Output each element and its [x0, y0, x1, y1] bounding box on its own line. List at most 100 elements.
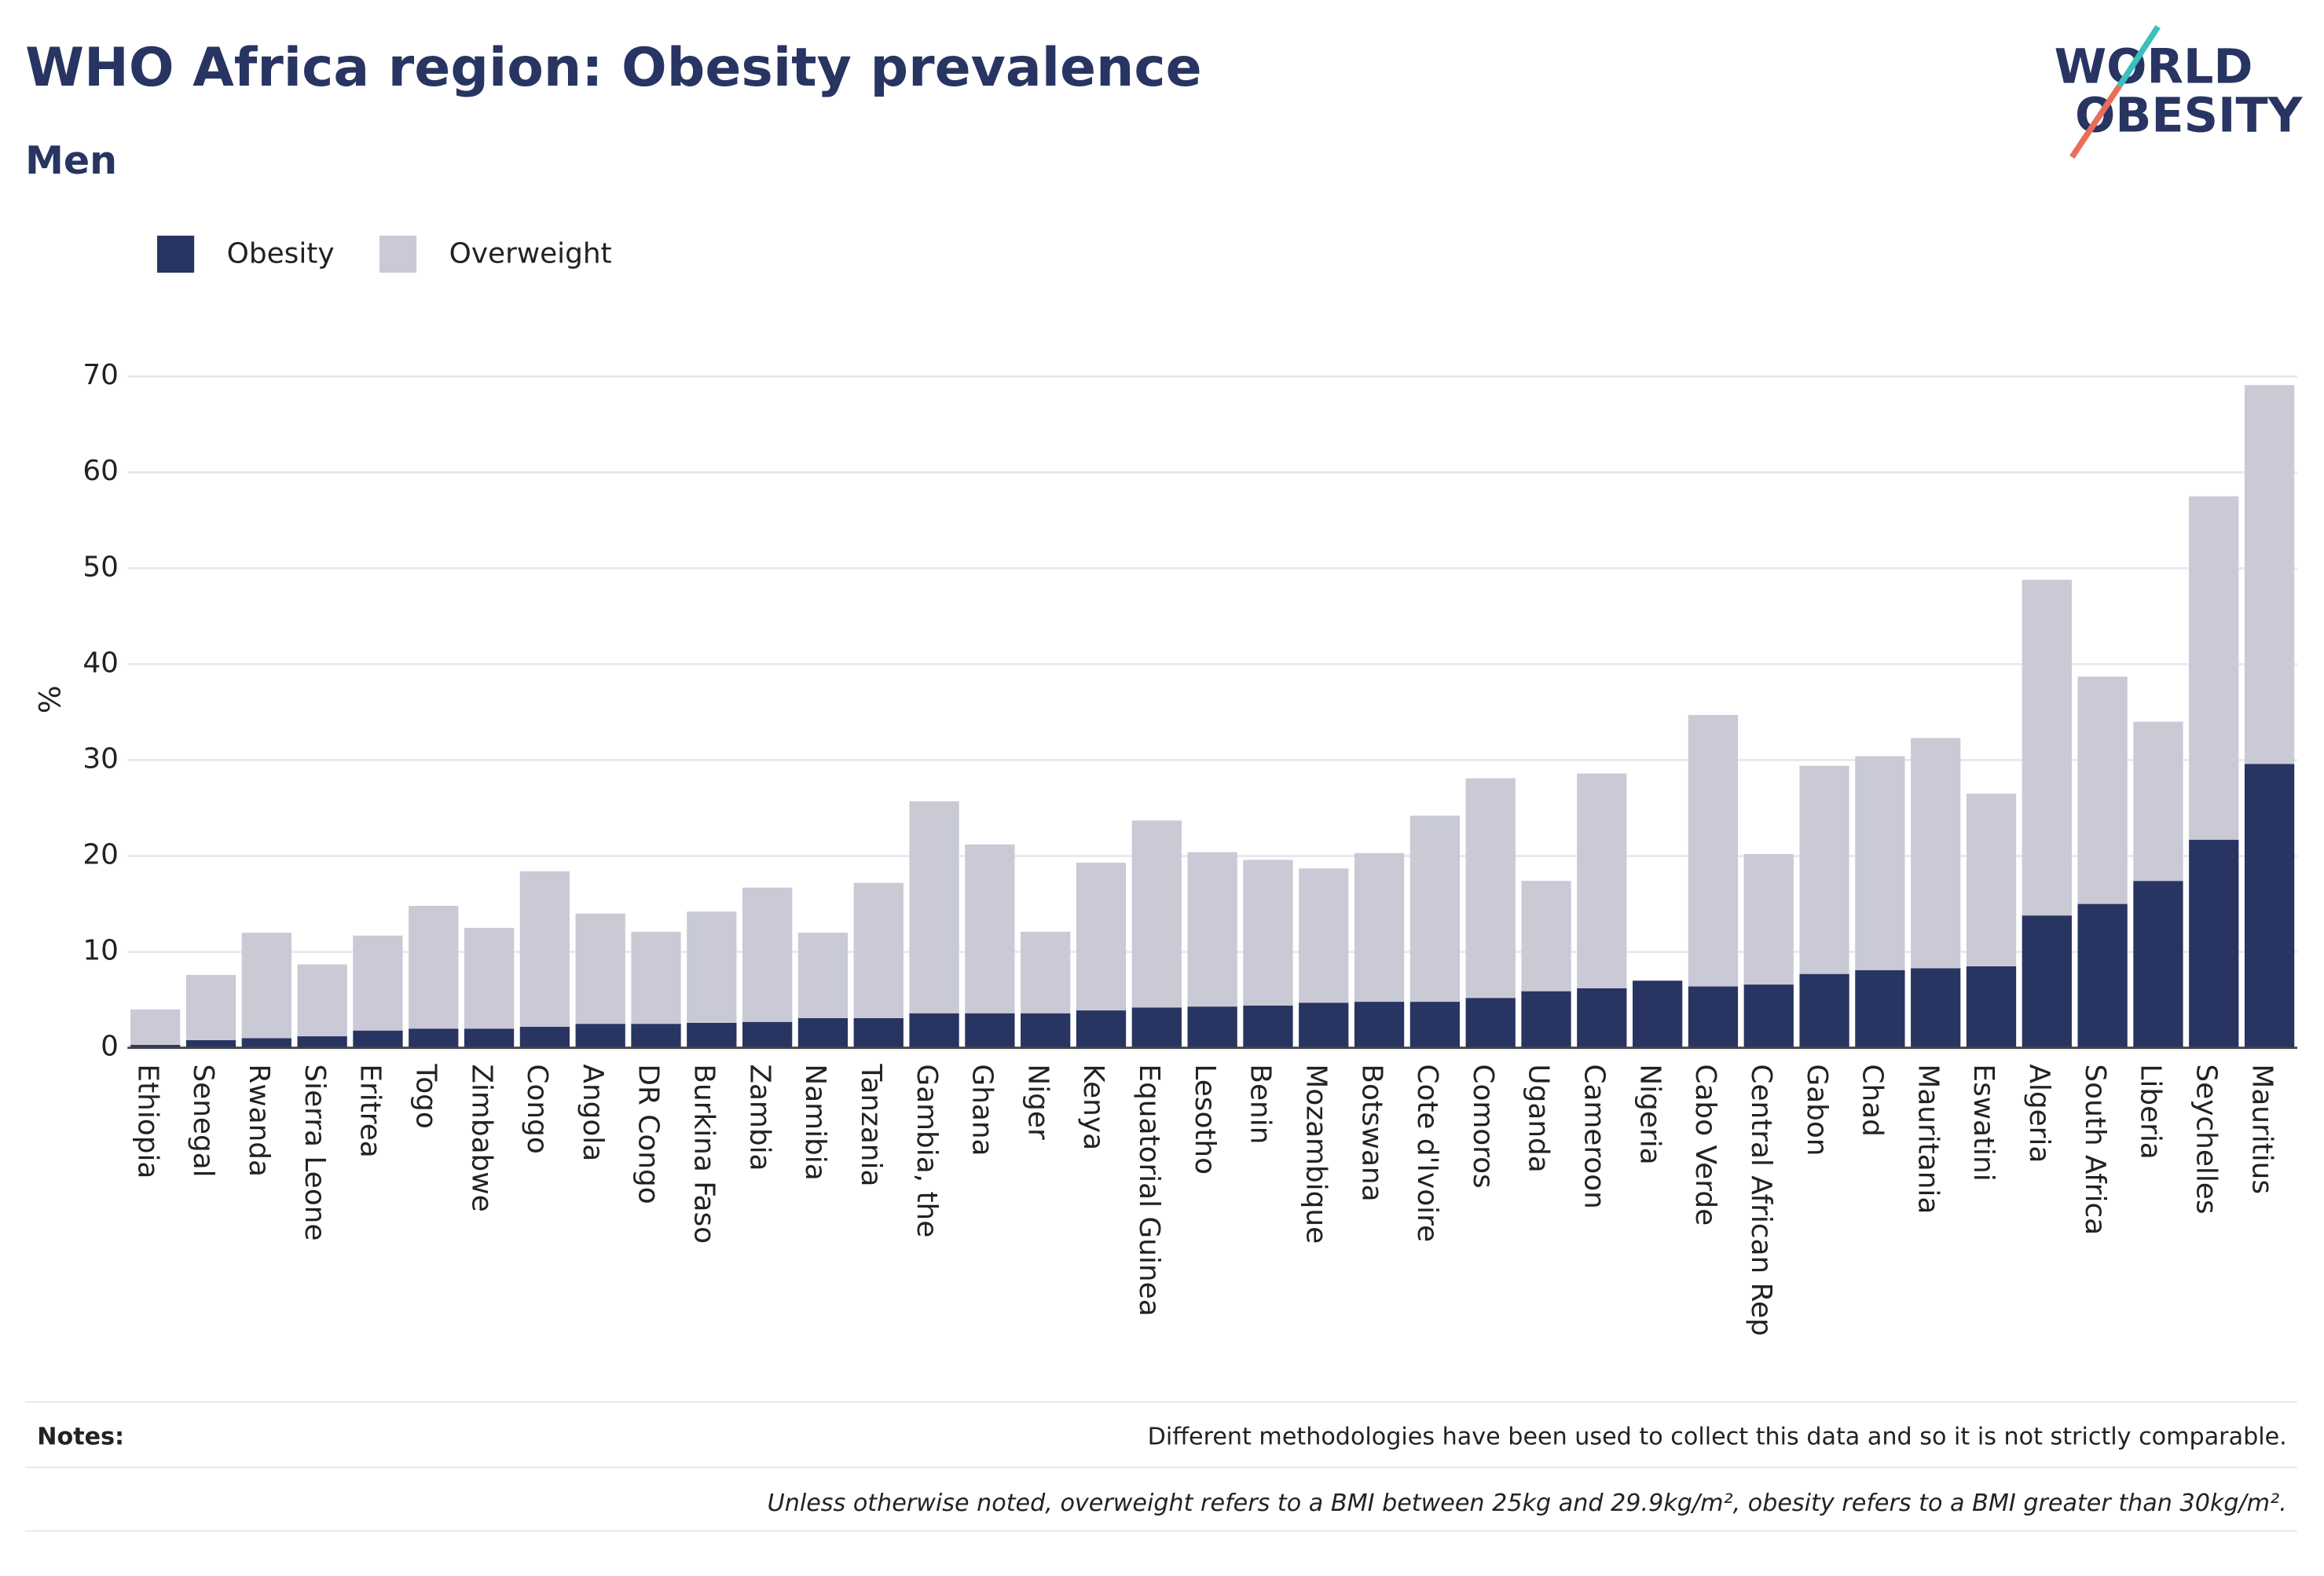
bar-segment [1243, 1005, 1293, 1048]
y-axis-label: % [33, 685, 68, 713]
bar-segment [1688, 986, 1739, 1048]
note: Different methodologies have been used t… [1148, 1423, 2287, 1450]
y-tick-label: 70 [82, 359, 119, 391]
y-tick-label: 50 [82, 551, 119, 583]
bar-segment [687, 1022, 737, 1048]
bar-segment [1354, 1002, 1405, 1048]
x-tick-label: DR Congo [632, 1064, 665, 1204]
bar-segment [519, 1026, 570, 1048]
bar-segment [1911, 738, 1961, 969]
legend-swatch [379, 235, 417, 273]
x-tick-label: Eswatini [1967, 1064, 2000, 1181]
chart-title: WHO Africa region: Obesity prevalence [25, 37, 1202, 99]
x-tick-label: Cote d'Ivoire [1411, 1064, 1443, 1242]
bar-segment [797, 933, 849, 1018]
bar-segment [297, 964, 347, 1037]
bar-segment [965, 1013, 1015, 1048]
bar-segment [1799, 973, 1849, 1048]
bar-segment [2077, 676, 2128, 904]
y-tick-label: 40 [82, 647, 119, 679]
bar-segment [1577, 988, 1627, 1048]
bar-segment [2244, 385, 2295, 764]
bar-segment [2244, 764, 2295, 1048]
x-tick-label: Gabon [1801, 1064, 1833, 1156]
bar-segment [297, 1036, 347, 1048]
bar-segment [464, 928, 515, 1029]
legend-label: Obesity [227, 237, 335, 269]
x-tick-label: Gambia, the [911, 1064, 943, 1237]
bar-segment [2189, 839, 2239, 1048]
note: Unless otherwise noted, overweight refer… [768, 1490, 2287, 1517]
bar-segment [1187, 1006, 1237, 1048]
x-tick-label: Nigeria [1633, 1064, 1666, 1164]
bar-segment [1799, 765, 1849, 974]
x-tick-label: Niger [1021, 1064, 1054, 1140]
bar-segment [519, 871, 570, 1027]
x-tick-label: Eritrea [354, 1064, 387, 1157]
bar-segment [1855, 756, 1905, 970]
bar-segment [464, 1028, 515, 1048]
x-tick-label: Tanzania [855, 1063, 887, 1186]
logo: WORLD OBESITY [2055, 24, 2304, 159]
legend-swatch [157, 235, 195, 273]
bar-segment [1243, 859, 1293, 1006]
bar-segment [409, 1028, 459, 1048]
x-tick-label: Liberia [2135, 1064, 2167, 1159]
bar-segment [2022, 915, 2072, 1048]
bar-segment [1465, 998, 1516, 1048]
bar-segment [1299, 868, 1349, 1003]
bar-segment [1855, 969, 1905, 1048]
bar-segment [575, 913, 625, 1024]
bar-segment [409, 906, 459, 1029]
bar-segment [797, 1017, 849, 1048]
bar-segment [1911, 968, 1961, 1048]
x-tick-label: Central African Rep [1745, 1064, 1777, 1336]
bar-segment [2022, 579, 2072, 916]
x-tick-label: Burkina Faso [688, 1064, 720, 1244]
bar-segment [1131, 820, 1182, 1008]
x-tick-label: Ethiopia [131, 1064, 163, 1178]
logo-slash [2117, 24, 2161, 88]
bar-segment [241, 933, 291, 1039]
bar-segment [130, 1045, 181, 1048]
x-tick-label: Congo [521, 1064, 553, 1153]
x-tick-label: Namibia [799, 1064, 831, 1180]
x-tick-label: Mauritius [2245, 1064, 2278, 1194]
bar-segment [1577, 773, 1627, 988]
bar-segment [241, 1038, 291, 1048]
x-tick-label: Comoros [1467, 1064, 1499, 1188]
bar-segment [1688, 715, 1739, 987]
bar-segment [1131, 1007, 1182, 1048]
x-tick-label: Rwanda [243, 1064, 275, 1177]
x-tick-label: Algeria [2023, 1064, 2055, 1163]
bar-segment [742, 887, 793, 1022]
bar-segment [742, 1021, 793, 1048]
bar-segment [1966, 793, 2017, 966]
bar-segment [1409, 815, 1461, 1002]
bar-segment [185, 974, 236, 1040]
x-tick-label: South Africa [2079, 1064, 2111, 1235]
x-tick-label: Chad [1857, 1064, 1889, 1136]
bar-segment [1409, 1002, 1461, 1048]
bar-segment [1076, 863, 1127, 1011]
bar-segment [1076, 1010, 1127, 1048]
bar-segment [853, 882, 904, 1018]
x-tick-label: Equatorial Guinea [1133, 1064, 1165, 1316]
bar-segment [1021, 931, 1071, 1013]
bar-segment [1521, 881, 1571, 991]
x-tick-label: Seychelles [2190, 1064, 2222, 1214]
y-tick-label: 30 [82, 742, 119, 775]
y-tick-label: 10 [82, 935, 119, 967]
x-tick-label: Uganda [1523, 1064, 1555, 1172]
bar-segment [2077, 903, 2128, 1048]
y-tick-label: 20 [82, 839, 119, 871]
x-tick-label: Zambia [743, 1064, 775, 1171]
bar-segment [1465, 778, 1516, 999]
x-tick-label: Togo [409, 1063, 442, 1128]
x-tick-label: Botswana [1355, 1064, 1387, 1201]
bar-segment [185, 1039, 236, 1048]
x-tick-label: Angola [577, 1064, 609, 1161]
bar-segment [1521, 991, 1571, 1048]
bar-segment [631, 1024, 681, 1048]
